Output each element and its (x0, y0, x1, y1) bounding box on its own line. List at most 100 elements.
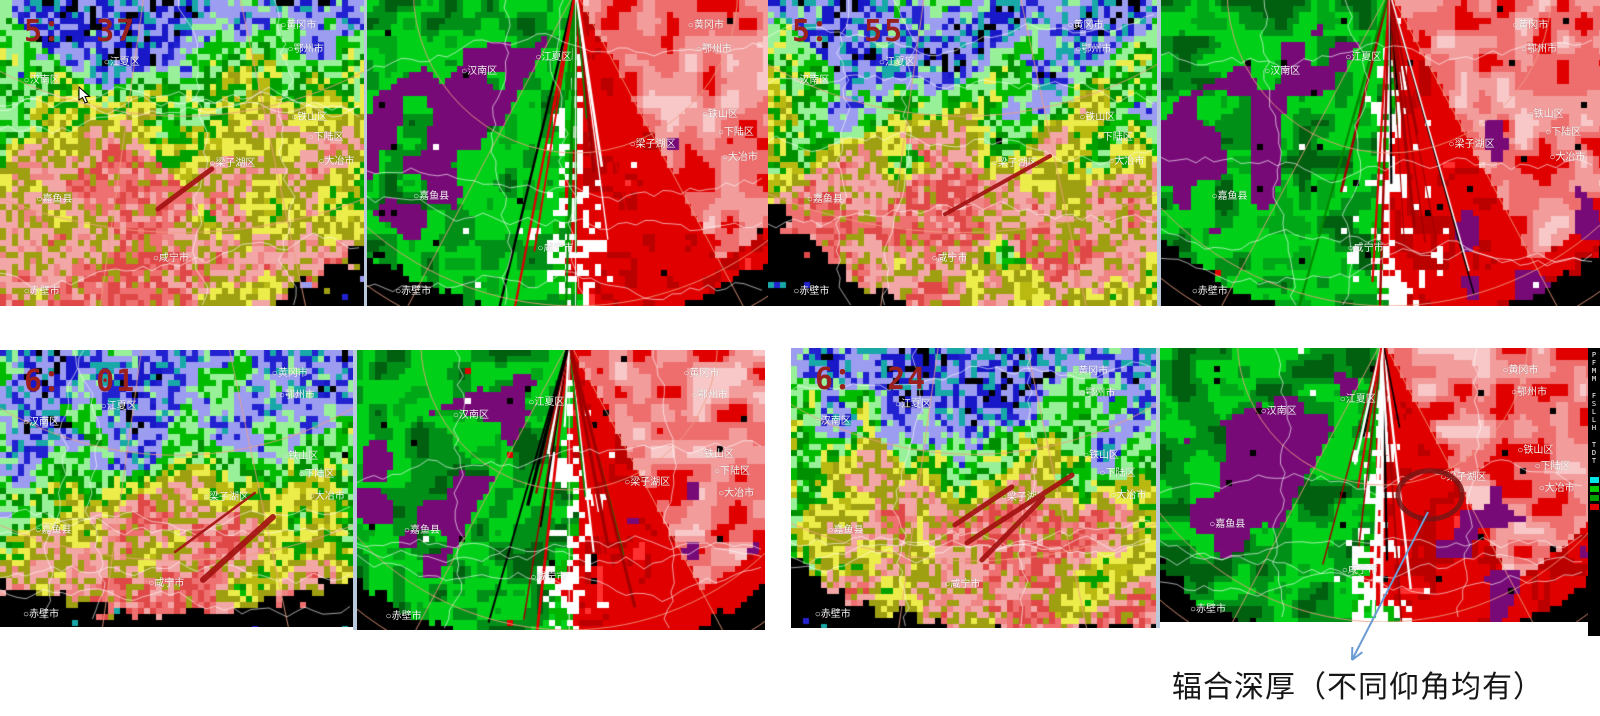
city-label: ○铁山区 (1083, 449, 1120, 461)
city-label: ○鄂州市 (1520, 44, 1558, 56)
city-label: ○黄冈市 (687, 20, 724, 31)
city-label: ○梁子湖区 (1440, 472, 1487, 484)
legend-color-chip (1589, 477, 1599, 483)
city-label: ○大冶市 (308, 490, 345, 502)
radar-image-reflectivity-0537 (0, 0, 364, 306)
city-label: ○赤壁市 (793, 286, 830, 298)
radar-image-velocity-0537 (367, 0, 768, 306)
city-label: ○梁子湖区 (1448, 139, 1495, 151)
city-label: ○赤壁市 (22, 608, 59, 620)
radar-image-reflectivity-0601 (0, 350, 353, 627)
city-label: ○大冶市 (721, 151, 758, 163)
city-label: ○汉南区 (461, 65, 498, 77)
city-label: ○嘉鱼县 (413, 191, 450, 203)
radar-image-reflectivity-0555 (768, 0, 1157, 306)
radar-panel-reflectivity-0555: ○黄冈市 ○鄂州市 ○江夏区 ○汉南区 ○铁山区 ○下陆区 ○大冶市 ○梁子湖区 ○嘉鱼县 ○咸宁… (768, 0, 1157, 306)
city-label: ○江夏区 (100, 400, 137, 412)
city-label: ○赤壁市 (385, 611, 422, 623)
legend-letter: P (1591, 351, 1597, 359)
city-label: ○咸宁市 (1341, 565, 1378, 577)
city-label: ○鄂州市 (691, 390, 728, 402)
city-label: ○铁山区 (701, 108, 738, 120)
panel-divider (364, 0, 367, 306)
city-label: ○梁子湖区 (629, 139, 676, 151)
city-label: ○江夏区 (1339, 394, 1376, 406)
city-label: ○梁子湖区 (209, 157, 256, 169)
legend-letter: D (1591, 449, 1597, 457)
city-label: ○梁子湖区 (624, 477, 671, 488)
city-label: ○大冶市 (1538, 483, 1575, 495)
city-label: ○咸宁市 (944, 578, 981, 590)
city-label: ○铁山区 (282, 450, 319, 462)
city-label: ○咸宁市 (1347, 243, 1384, 255)
city-label: ○汉南区 (1264, 65, 1301, 77)
radar-panel-velocity-0601: ○黄冈市 ○鄂州市 ○江夏区 ○汉南区 ○铁山区 ○下陆区 ○大冶市 ○梁子湖区 ○嘉鱼县 ○咸宁… (357, 350, 765, 630)
city-label: ○赤壁市 (395, 286, 432, 298)
city-label: ○汉南区 (814, 416, 851, 428)
city-label: ○咸宁市 (152, 252, 189, 264)
legend-letter: L (1591, 416, 1597, 424)
time-label: 5： 37 (24, 14, 137, 49)
city-label: ○黄冈市 (1067, 20, 1104, 31)
legend-letter: T (1591, 457, 1597, 465)
city-label: ○下陆区 (307, 131, 344, 143)
city-label: ○咸宁市 (931, 252, 968, 264)
city-label: ○黄冈市 (683, 367, 720, 379)
city-label: ○汉南区 (452, 409, 489, 421)
legend-letter: L (1591, 408, 1597, 416)
city-label: ○嘉鱼县 (806, 194, 843, 206)
time-label: 6： 01 (24, 364, 137, 399)
city-label: ○汉南区 (22, 417, 59, 429)
city-label: ○黄冈市 (1512, 20, 1549, 31)
city-label: ○下陆区 (1534, 461, 1571, 473)
city-label: ○大冶市 (1110, 490, 1147, 502)
legend-letter: H (1591, 424, 1597, 432)
radar-panel-reflectivity-0601: ○黄冈市 ○鄂州市 ○江夏区 ○汉南区 ○铁山区 ○下陆区 ○大冶市 ○梁子湖区 ○嘉鱼县 ○咸宁… (0, 350, 353, 627)
city-label: ○汉南区 (1260, 406, 1297, 418)
city-label: ○大冶市 (318, 156, 355, 168)
city-label: ○嘉鱼县 (1209, 518, 1246, 530)
city-label: ○江夏区 (103, 56, 140, 68)
time-label: 6： 24 (815, 362, 928, 397)
legend-color-chip (1589, 486, 1599, 492)
city-label: ○赤壁市 (1191, 286, 1228, 298)
city-label: ○鄂州市 (287, 44, 324, 56)
time-label: 5： 55 (792, 14, 905, 49)
city-label: ○江夏区 (535, 52, 572, 64)
city-label: ○江夏区 (895, 399, 932, 411)
caption-text: 辐合深厚（不同仰角均有） (1172, 671, 1544, 704)
city-label: ○下陆区 (298, 468, 335, 480)
radar-panel-velocity-0537: ○黄冈市 ○鄂州市 ○江夏区 ○汉南区 ○铁山区 ○下陆区 ○大冶市 ○梁子湖区 ○嘉鱼县 ○咸宁… (367, 0, 768, 306)
city-label: ○赤壁市 (23, 286, 60, 298)
city-label: ○嘉鱼县 (36, 194, 73, 206)
city-label: ○咸宁市 (537, 243, 574, 255)
city-label: ○嘉鱼县 (827, 525, 864, 537)
panel-divider (1157, 0, 1161, 306)
city-label: ○咸宁市 (530, 572, 567, 584)
city-label: ○鄂州市 (1079, 388, 1116, 400)
city-label: ○铁山区 (697, 449, 734, 460)
city-label: ○下陆区 (717, 127, 754, 139)
legend-letter: F (1591, 392, 1597, 400)
city-label: ○黄冈市 (1072, 365, 1109, 377)
city-label: ○梁子湖区 (1000, 491, 1047, 503)
city-label: ○赤壁市 (1189, 603, 1226, 615)
city-label: ○黄冈市 (280, 20, 317, 31)
city-label: ○下陆区 (1545, 127, 1582, 139)
city-label: ○鄂州市 (1075, 44, 1112, 56)
radar-image-velocity-0601 (357, 350, 765, 630)
city-label: ○咸宁市 (148, 578, 185, 590)
legend-letter: T (1591, 441, 1597, 449)
city-label: ○铁山区 (1527, 108, 1564, 120)
city-label: ○嘉鱼县 (1211, 191, 1248, 203)
city-label: ○江夏区 (878, 56, 915, 68)
legend-letter: F (1591, 359, 1597, 367)
panel-divider (1156, 348, 1160, 628)
city-label: ○梁子湖区 (202, 492, 250, 504)
city-label: ○下陆区 (1099, 468, 1136, 479)
panel-divider (353, 350, 357, 630)
city-label: ○梁子湖区 (991, 157, 1038, 169)
city-label: ○黄冈市 (1502, 365, 1539, 377)
city-label: ○铁山区 (291, 111, 328, 123)
city-label: ○下陆区 (1096, 131, 1133, 143)
